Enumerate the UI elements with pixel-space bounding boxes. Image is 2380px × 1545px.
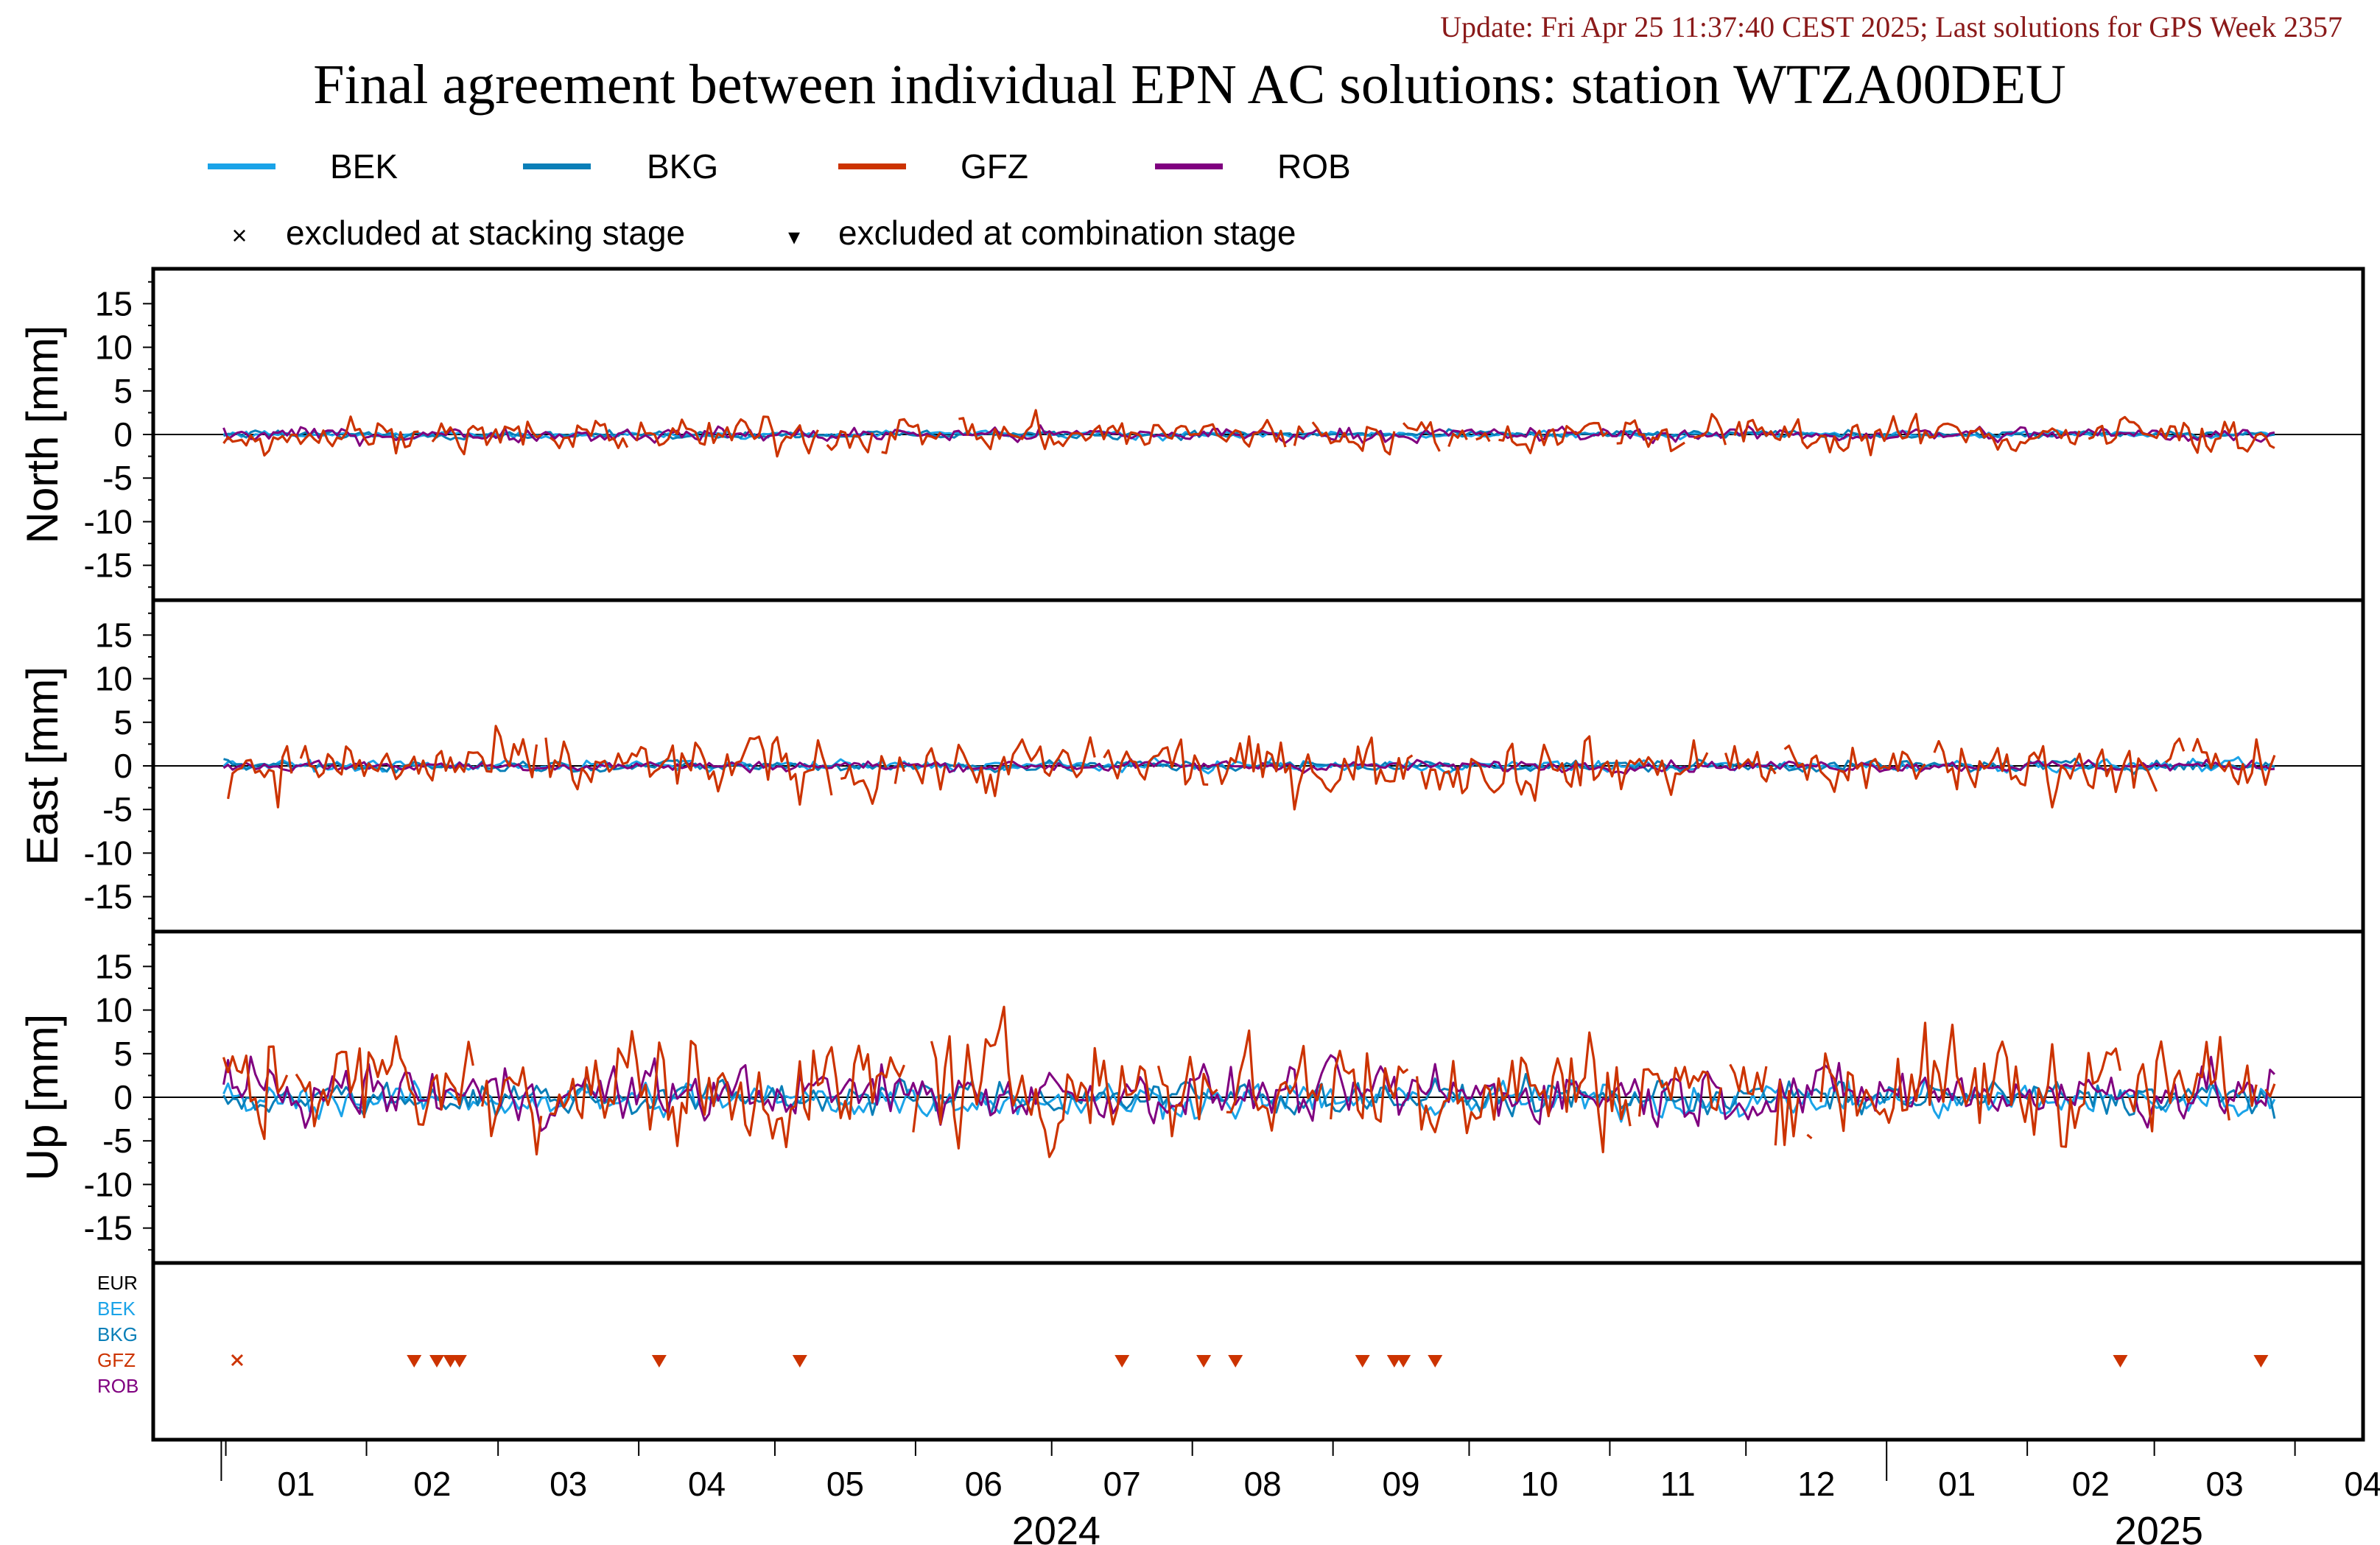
combination-exclusion-marker: [1196, 1355, 1212, 1368]
y-tick-label: -15: [84, 1209, 133, 1247]
y-tick-label: -10: [84, 1165, 133, 1203]
exclusion-row-label: ROB: [97, 1375, 138, 1397]
update-text: Update: Fri Apr 25 11:37:40 CEST 2025; L…: [1440, 10, 2342, 43]
series-gfz-line: [222, 1005, 2276, 1158]
combination-exclusion-marker: [651, 1355, 667, 1368]
x-tick-label: 08: [1244, 1465, 1282, 1503]
combination-exclusion-marker: [1114, 1355, 1130, 1368]
x-tick-label: 04: [2344, 1465, 2380, 1503]
series-rob-line: [222, 1054, 2275, 1132]
x-tick-label: 06: [965, 1465, 1003, 1503]
y-tick-label: -10: [84, 834, 133, 872]
exclusion-panel: EUR BEK BKG GFZ ROB: [97, 1261, 2365, 1442]
panel-0: 15 10 5 0 -5 -10 -15 North [mm]: [18, 267, 2365, 602]
combination-exclusion-marker: [792, 1355, 807, 1368]
x-tick-label: 07: [1103, 1465, 1141, 1503]
y-tick-label: 15: [95, 284, 133, 323]
exclusion-row-label: BKG: [97, 1323, 138, 1345]
combination-exclusion-marker: [2113, 1355, 2128, 1368]
y-tick-label: -5: [102, 459, 133, 497]
y-tick-label: -5: [102, 1122, 133, 1160]
combination-exclusion-marker: [429, 1355, 445, 1368]
combination-exclusion-marker: [1355, 1355, 1370, 1368]
exclusion-frame: [151, 1261, 2365, 1442]
x-tick-label: 03: [550, 1465, 587, 1503]
x-tick-label: 03: [2206, 1465, 2244, 1503]
stacking-exclusion-marker: [231, 1354, 244, 1367]
legend-label-gfz: GFZ: [961, 147, 1028, 186]
legend-label-stacking: excluded at stacking stage: [286, 214, 685, 252]
chart-title: Final agreement between individual EPN A…: [313, 54, 2066, 116]
exclusion-row-label: EUR: [97, 1272, 138, 1294]
combination-exclusion-marker: [1428, 1355, 1443, 1368]
y-tick-label: -15: [84, 546, 133, 585]
series-gfz-line: [222, 409, 2275, 458]
x-tick-label: 11: [1660, 1465, 1696, 1503]
y-tick-label: 15: [95, 947, 133, 985]
x-tick-label: 05: [826, 1465, 864, 1503]
y-tick-label: 10: [95, 991, 133, 1030]
y-axis-label: Up [mm]: [18, 1014, 67, 1181]
combination-exclusion-marker: [1396, 1355, 1411, 1368]
exclusion-row-label: GFZ: [97, 1349, 136, 1371]
legend-label-combination: excluded at combination stage: [838, 214, 1296, 252]
y-tick-label: -5: [102, 790, 133, 828]
x-tick-label: 10: [1520, 1465, 1558, 1503]
legend-label-bkg: BKG: [647, 147, 718, 186]
y-tick-label: 10: [95, 328, 133, 367]
legend-marker-stacking: ×: [231, 220, 247, 250]
y-tick-label: 5: [113, 1035, 133, 1073]
panel-2: 15 10 5 0 -5 -10 -15 Up [mm]: [18, 929, 2365, 1265]
y-tick-label: 10: [95, 660, 133, 698]
x-year-label: 2025: [2115, 1509, 2203, 1545]
x-year-label: 2024: [1012, 1509, 1101, 1545]
series-gfz-line: [227, 725, 2276, 811]
y-tick-label: -10: [84, 502, 133, 541]
x-tick-label: 12: [1797, 1465, 1835, 1503]
y-tick-label: 0: [113, 415, 133, 454]
y-tick-label: 15: [95, 616, 133, 654]
y-tick-label: -15: [84, 878, 133, 916]
panel-1: 15 10 5 0 -5 -10 -15 East [mm]: [18, 598, 2365, 934]
y-tick-label: 5: [113, 372, 133, 410]
series-rob-line: [222, 758, 2275, 775]
x-tick-label: 04: [688, 1465, 726, 1503]
y-tick-label: 0: [113, 1078, 133, 1116]
y-tick-label: 5: [113, 703, 133, 742]
x-tick-label: 01: [277, 1465, 315, 1503]
exclusion-row-label: BEK: [97, 1298, 136, 1320]
combination-exclusion-marker: [2253, 1355, 2269, 1368]
x-tick-label: 02: [2072, 1465, 2110, 1503]
x-tick-label: 02: [413, 1465, 451, 1503]
x-axis: 01 02 03 04 05 06 07 08 09 10 11 12 01 02 03 04 2024 2025: [220, 1440, 2380, 1545]
y-axis-label: North [mm]: [18, 325, 67, 544]
combination-exclusion-marker: [407, 1355, 422, 1368]
series-bkg-line: [222, 1073, 2276, 1119]
combination-exclusion-marker: [452, 1355, 467, 1368]
legend-marker-combination: ▾: [788, 223, 800, 250]
x-tick-label: 01: [1938, 1465, 1976, 1503]
legend: BEK BKG GFZ ROB × excluded at stacking s…: [208, 147, 1351, 252]
panels: 15 10 5 0 -5 -10 -15 North [mm] 15 10 5 0 -5 -10 -15 Ea…: [18, 267, 2365, 1265]
y-tick-label: 0: [113, 747, 133, 785]
x-tick-label: 09: [1382, 1465, 1419, 1503]
combination-exclusion-marker: [1228, 1355, 1243, 1368]
y-axis-label: East [mm]: [18, 666, 67, 865]
legend-label-bek: BEK: [330, 147, 398, 186]
legend-label-rob: ROB: [1277, 147, 1351, 186]
